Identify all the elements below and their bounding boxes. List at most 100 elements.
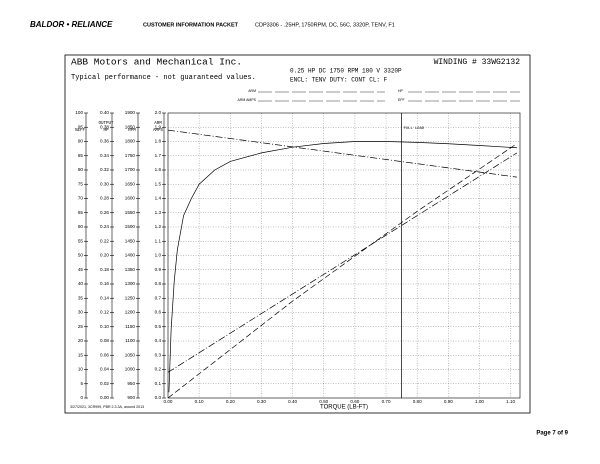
y-tick-label: 100 [75, 110, 83, 115]
y-tick-label: 1050 [125, 352, 136, 357]
y-tick-label: 1900 [125, 110, 136, 115]
y-axis-title: %EFF [75, 129, 86, 133]
y-axis-title: RPM [128, 129, 136, 133]
specs-line: ENCL: TENV DUTY: CONT CL: F [290, 77, 388, 84]
y-tick-label: 1500 [125, 224, 136, 229]
y-tick-label: 15 [78, 352, 84, 357]
y-tick-label: 80 [78, 167, 84, 172]
y-tick-label: 0.0 [155, 395, 162, 400]
y-tick-label: 0.40 [100, 110, 109, 115]
y-tick-label: 1000 [125, 367, 136, 372]
note: Typical performance - not guaranteed val… [71, 74, 256, 82]
y-tick-label: 45 [78, 267, 84, 272]
y-tick-label: 1.5 [155, 181, 162, 186]
y-tick-label: 1150 [125, 324, 135, 329]
y-tick-label: 0.00 [100, 395, 109, 400]
y-tick-label: 50 [78, 253, 84, 258]
brand: BALDOR • RELIANCE [30, 20, 113, 29]
y-tick-label: 0.6 [155, 310, 162, 315]
y-tick-label: 0.36 [100, 139, 109, 144]
field-label: ARM [248, 89, 256, 93]
y-tick-label: 0.24 [100, 224, 109, 229]
curve [167, 143, 518, 399]
y-tick-label: 55 [78, 238, 84, 243]
y-tick-label: 30 [78, 310, 84, 315]
y-tick-label: 1.8 [155, 139, 162, 144]
y-axis-title: ARM [154, 122, 162, 126]
y-tick-label: 35 [78, 295, 84, 300]
y-tick-label: 950 [127, 381, 135, 386]
x-tick-label: 1.10 [506, 399, 515, 404]
curve [168, 141, 517, 393]
specs-line: 0.25 HP DC 1750 RPM 180 V 3320P [290, 68, 402, 75]
y-tick-label: 0.1 [155, 381, 162, 386]
y-tick-label: 1600 [125, 196, 136, 201]
y-tick-label: 1700 [125, 167, 136, 172]
y-tick-label: 1800 [125, 139, 136, 144]
y-tick-label: 65 [78, 210, 84, 215]
y-tick-label: 1.1 [155, 238, 162, 243]
y-tick-label: 1550 [125, 210, 136, 215]
full-load-label: FULL LOAD [404, 127, 425, 131]
y-tick-label: 5 [80, 381, 83, 386]
y-tick-label: 0 [80, 395, 83, 400]
company: ABB Motors and Mechanical Inc. [71, 57, 242, 68]
x-tick-label: 0.30 [257, 399, 266, 404]
y-tick-label: 1200 [125, 310, 136, 315]
y-tick-label: 90 [78, 139, 84, 144]
y-tick-label: 60 [78, 224, 84, 229]
y-tick-label: 0.08 [100, 338, 109, 343]
y-tick-label: 10 [78, 367, 84, 372]
y-tick-label: 1100 [125, 338, 135, 343]
x-tick-label: 0.80 [413, 399, 422, 404]
y-tick-label: 0.7 [155, 295, 162, 300]
y-tick-label: 900 [127, 395, 135, 400]
y-tick-label: 1.3 [155, 210, 162, 215]
y-tick-label: 2.0 [155, 110, 162, 115]
winding: WINDING # 33WG2132 [434, 58, 521, 67]
y-tick-label: 1250 [125, 295, 136, 300]
x-tick-label: 0.10 [195, 399, 204, 404]
y-tick-label: 0.10 [100, 324, 109, 329]
y-tick-label: 0.14 [100, 295, 109, 300]
y-tick-label: 1850 [125, 124, 136, 129]
y-tick-label: 0.38 [100, 124, 109, 129]
y-tick-label: 20 [78, 338, 84, 343]
y-tick-label: 0.30 [100, 181, 109, 186]
x-tick-label: 0.60 [350, 399, 359, 404]
x-tick-label: 0.70 [382, 399, 391, 404]
y-tick-label: 70 [78, 196, 84, 201]
header-subtitle: CDP3306 - .25HP, 1750RPM, DC, 56C, 3320P… [255, 22, 395, 28]
y-tick-label: 1.4 [155, 196, 162, 201]
y-tick-label: 75 [78, 181, 84, 186]
page-number: Page 7 of 9 [536, 431, 568, 437]
y-tick-label: 0.34 [100, 153, 109, 158]
y-tick-label: 0.8 [155, 281, 162, 286]
y-tick-label: 40 [78, 281, 84, 286]
y-tick-label: 0.02 [100, 381, 109, 386]
curve [167, 152, 518, 373]
x-tick-label: 0.40 [288, 399, 297, 404]
y-tick-label: 0.12 [100, 310, 109, 315]
y-tick-label: 0.2 [155, 367, 162, 372]
y-tick-label: 0.22 [100, 238, 109, 243]
y-tick-label: 0.3 [155, 352, 162, 357]
y-tick-label: 0.4 [155, 338, 162, 343]
y-axis-title: HP [103, 129, 109, 133]
y-tick-label: 1750 [125, 153, 136, 158]
y-tick-label: 1400 [125, 253, 136, 258]
x-tick-label: 0.50 [319, 399, 328, 404]
y-tick-label: 85 [78, 153, 84, 158]
y-tick-label: 1.7 [155, 153, 162, 158]
field-label: EFF [398, 98, 405, 102]
plot: 0.00 0.10 0.20 0.30 0.40 0.50 0.60 0.70 0.80 0.90… [75, 110, 521, 404]
y-tick-label: 0.9 [155, 267, 162, 272]
curve [167, 129, 517, 178]
y-tick-label: 1300 [125, 281, 136, 286]
x-tick-label: 0.20 [226, 399, 235, 404]
y-tick-label: 1350 [125, 267, 136, 272]
x-tick-label: 0.90 [444, 399, 453, 404]
y-tick-label: 0.16 [100, 281, 109, 286]
y-tick-label: 25 [78, 324, 84, 329]
